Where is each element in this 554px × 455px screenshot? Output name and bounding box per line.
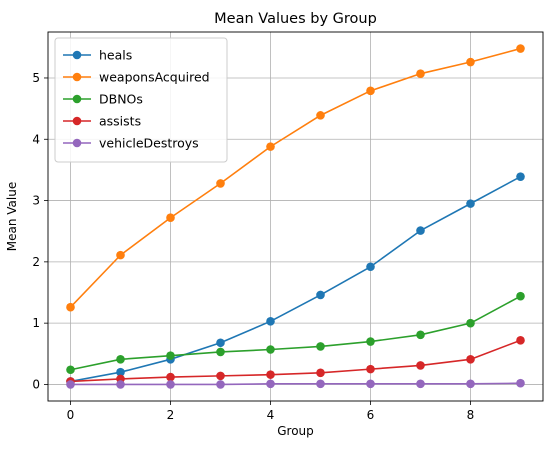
- legend-marker: [72, 116, 82, 126]
- data-point: [416, 330, 425, 340]
- legend-item-heals: heals: [63, 48, 132, 63]
- legend-item-assists: assists: [63, 114, 141, 129]
- series-layer: [66, 44, 525, 389]
- series-line: [70, 339, 521, 383]
- data-point: [366, 364, 375, 374]
- axis-ticks: 0 2 4 6 8 0 1 2 3 4 5: [32, 71, 474, 422]
- series-heals: [66, 172, 525, 386]
- data-point: [266, 379, 275, 389]
- legend: heals weaponsAcquired DBNOs assists vehicleD…: [54, 37, 228, 163]
- data-point: [216, 347, 225, 357]
- data-point: [66, 365, 75, 375]
- data-point: [366, 262, 375, 272]
- series-line: [70, 382, 521, 386]
- y-tick-label: 4: [32, 132, 40, 146]
- x-tick-label: 0: [67, 408, 75, 422]
- legend-label: heals: [99, 48, 132, 63]
- data-point: [166, 351, 175, 360]
- series-DBNOs: [66, 291, 525, 375]
- data-point: [266, 317, 275, 326]
- data-point: [416, 226, 425, 235]
- legend-marker: [72, 50, 82, 60]
- data-point: [266, 142, 275, 151]
- data-point: [66, 380, 75, 389]
- data-point: [466, 355, 475, 364]
- legend-label: weaponsAcquired: [99, 70, 210, 85]
- data-point: [116, 355, 125, 364]
- data-point: [216, 380, 225, 389]
- legend-label: assists: [99, 114, 141, 129]
- y-tick-label: 1: [32, 316, 40, 330]
- y-tick-label: 5: [32, 71, 40, 85]
- data-point: [466, 379, 475, 389]
- legend-item-weaponsAcquired: weaponsAcquired: [63, 70, 210, 85]
- data-point: [466, 318, 475, 328]
- y-tick-label: 3: [32, 194, 40, 208]
- legend-marker: [72, 94, 82, 104]
- data-point: [316, 111, 325, 120]
- data-point: [416, 361, 425, 370]
- data-point: [216, 338, 225, 348]
- x-tick-label: 8: [467, 408, 475, 422]
- series-line: [70, 175, 521, 383]
- data-point: [216, 371, 225, 381]
- y-tick-label: 0: [32, 377, 40, 391]
- x-tick-label: 4: [267, 408, 275, 422]
- series-line: [69, 47, 521, 308]
- legend-item-vehicleDestroys: vehicleDestroys: [63, 136, 199, 151]
- series-weaponsAcquired: [66, 44, 525, 312]
- series-line: [70, 295, 521, 371]
- data-point: [466, 57, 475, 67]
- y-tick-label: 2: [32, 255, 40, 269]
- series-vehicleDestroys: [66, 378, 525, 389]
- legend-label: vehicleDestroys: [99, 136, 199, 151]
- data-point: [516, 172, 525, 181]
- data-point: [516, 44, 525, 53]
- data-point: [116, 367, 125, 377]
- data-point: [316, 290, 325, 300]
- data-point: [366, 86, 375, 96]
- data-point: [516, 378, 525, 388]
- data-point: [266, 370, 275, 379]
- x-tick-label: 6: [367, 408, 375, 422]
- data-point: [416, 69, 425, 78]
- data-point: [166, 372, 175, 382]
- data-point: [466, 199, 475, 208]
- data-point: [166, 380, 175, 389]
- x-tick-label: 2: [167, 408, 175, 422]
- data-point: [416, 379, 425, 389]
- data-point: [316, 379, 325, 389]
- plot-frame: [47, 31, 544, 402]
- data-point: [316, 368, 325, 378]
- data-point: [166, 213, 175, 223]
- legend-label: DBNOs: [99, 92, 143, 107]
- data-point: [366, 379, 375, 389]
- x-axis-title: Group: [277, 424, 314, 438]
- data-point: [66, 302, 75, 312]
- chart-title: Mean Values by Group: [214, 11, 377, 27]
- data-point: [516, 336, 525, 345]
- data-point: [116, 380, 125, 389]
- legend-marker: [72, 72, 82, 82]
- series-assists: [66, 336, 525, 386]
- y-axis-title: Mean Value: [5, 182, 19, 251]
- data-point: [116, 250, 125, 260]
- legend-marker: [72, 138, 82, 148]
- data-point: [266, 345, 275, 354]
- data-point: [316, 342, 325, 351]
- data-point: [516, 291, 525, 301]
- data-point: [216, 179, 225, 188]
- data-point: [366, 337, 375, 346]
- legend-item-DBNOs: DBNOs: [63, 92, 143, 107]
- legend-frame: [54, 37, 228, 163]
